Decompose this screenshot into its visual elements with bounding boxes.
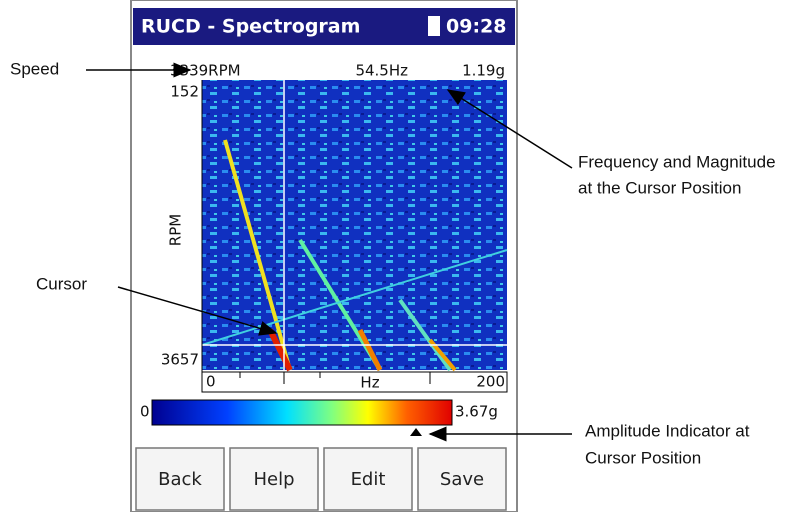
button[interactable] (135, 447, 225, 511)
button-label[interactable]: Help (253, 469, 294, 490)
callout-speed: Speed (10, 59, 59, 78)
y-axis-title: RPM (167, 214, 185, 246)
y-bottom-label: 3657 (161, 351, 199, 369)
button-label[interactable]: Back (158, 469, 202, 490)
button[interactable] (229, 447, 319, 511)
button[interactable] (323, 447, 413, 511)
app-title: RUCD - Spectrogram (141, 16, 360, 38)
x-right-label: 200 (476, 373, 505, 391)
callout-amplitude: Amplitude Indicator at (585, 421, 750, 440)
x-axis-title: Hz (360, 374, 379, 392)
button-label[interactable]: Edit (351, 469, 386, 490)
amplitude-indicator (410, 428, 422, 436)
y-top-label: 152 (170, 83, 199, 101)
callout-amplitude: Cursor Position (585, 448, 701, 467)
magnitude-readout: 1.19g (462, 62, 505, 80)
title-bar (133, 8, 515, 45)
spectrogram (202, 80, 507, 370)
colorbar-min: 0 (140, 403, 150, 421)
x-axis (201, 371, 508, 393)
frequency-readout: 54.5Hz (355, 62, 408, 80)
button-label[interactable]: Save (440, 469, 484, 490)
callout-frequency: Frequency and Magnitude (578, 152, 776, 171)
colorbar-max: 3.67g (455, 403, 498, 421)
callout-arrow (446, 89, 573, 169)
callout-cursor: Cursor (36, 274, 87, 293)
clock: 09:28 (446, 16, 506, 38)
button[interactable] (417, 447, 507, 511)
callout-arrow (117, 286, 278, 336)
x-ticks (239, 372, 431, 384)
callout-frequency: at the Cursor Position (578, 178, 741, 197)
x-left-label: 0 (206, 373, 216, 391)
battery-icon (428, 16, 440, 36)
colorbar (151, 399, 453, 426)
